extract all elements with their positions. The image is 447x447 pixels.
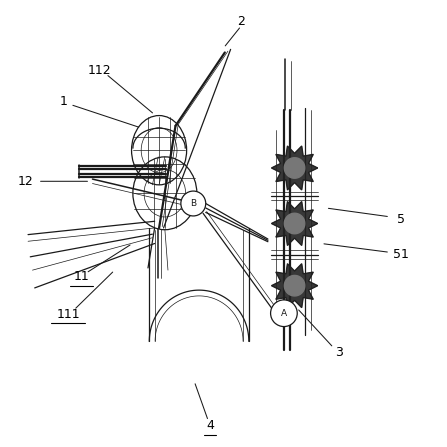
- Text: 5: 5: [397, 213, 405, 226]
- Polygon shape: [271, 264, 318, 308]
- Text: 51: 51: [393, 248, 409, 261]
- Polygon shape: [284, 275, 305, 296]
- Polygon shape: [271, 146, 318, 190]
- Circle shape: [270, 300, 297, 327]
- Text: A: A: [281, 309, 287, 318]
- Polygon shape: [284, 213, 305, 234]
- Text: 111: 111: [56, 308, 80, 321]
- Text: 4: 4: [206, 419, 214, 432]
- Text: 1: 1: [59, 95, 67, 108]
- Circle shape: [181, 191, 206, 216]
- Text: 3: 3: [335, 346, 343, 359]
- Text: 12: 12: [18, 175, 34, 188]
- Text: B: B: [190, 199, 196, 208]
- Polygon shape: [284, 158, 305, 178]
- Text: 2: 2: [237, 15, 245, 28]
- Text: 11: 11: [73, 270, 89, 283]
- Text: 112: 112: [87, 64, 111, 77]
- Polygon shape: [271, 202, 318, 245]
